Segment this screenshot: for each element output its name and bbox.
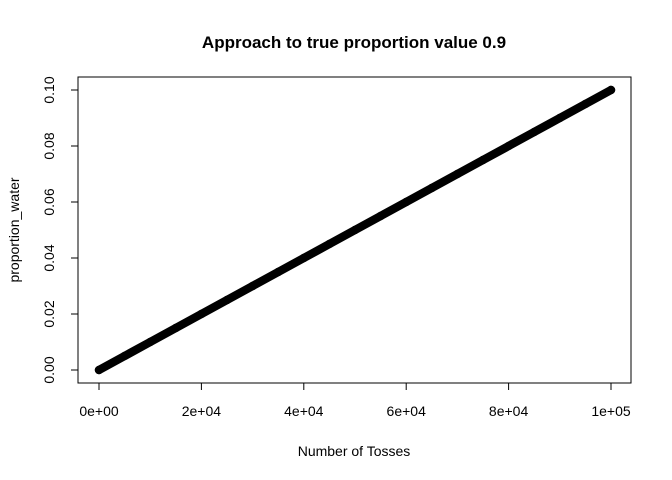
data-points-layer xyxy=(94,85,616,375)
x-axis: 0e+00 2e+04 4e+04 6e+04 8e+04 1e+05 xyxy=(79,382,631,419)
y-axis: 0.00 0.02 0.04 0.06 0.08 0.10 xyxy=(41,76,79,384)
x-axis-label: Number of Tosses xyxy=(298,443,411,459)
chart-title: Approach to true proportion value 0.9 xyxy=(202,33,506,52)
x-tick-label: 8e+04 xyxy=(489,403,529,419)
y-tick-label: 0.04 xyxy=(41,244,57,271)
x-tick-label: 0e+00 xyxy=(79,403,119,419)
y-tick-label: 0.10 xyxy=(41,76,57,103)
x-tick-label: 6e+04 xyxy=(387,403,427,419)
y-tick-label: 0.02 xyxy=(41,300,57,327)
x-tick-label: 2e+04 xyxy=(182,403,222,419)
x-tick-label: 1e+05 xyxy=(591,403,631,419)
y-tick-label: 0.08 xyxy=(41,132,57,159)
x-tick-label: 4e+04 xyxy=(284,403,324,419)
data-series-trace xyxy=(94,85,616,375)
y-tick-label: 0.00 xyxy=(41,356,57,383)
y-tick-label: 0.06 xyxy=(41,188,57,215)
y-axis-label: proportion_water xyxy=(6,177,22,282)
